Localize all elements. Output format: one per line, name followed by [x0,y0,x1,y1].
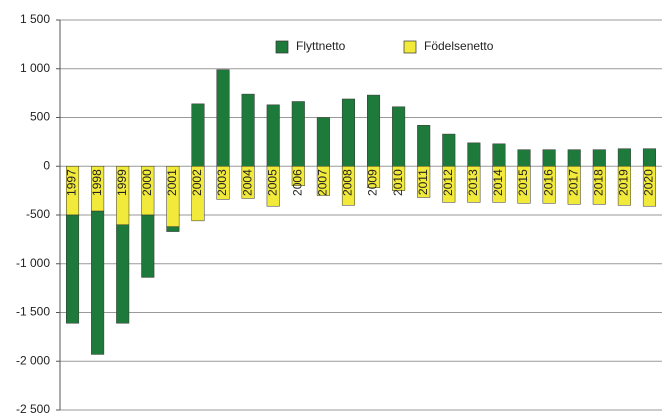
bar-segment [617,148,631,167]
y-tick-label: 500 [30,110,50,124]
bar-segment [191,166,205,222]
x-tick-label: 2020 [642,169,656,196]
bar-segment [442,133,456,167]
y-tick-label: -500 [26,207,50,221]
bar-segment [241,166,255,199]
y-tick-label: 1 500 [20,12,50,26]
x-tick-label: 2019 [617,169,631,196]
x-tick-label: 2003 [215,169,229,196]
bar-segment [517,166,531,204]
bar-segment [592,149,606,167]
bar-segment [567,149,581,167]
bar-segment [191,103,205,167]
bar-segment [241,93,255,167]
x-tick-label: 2002 [190,169,204,196]
bar-segment [166,226,180,232]
bar-segment [367,94,381,167]
bar-segment [417,125,431,167]
x-tick-label: 2000 [140,169,154,196]
bar-segment [392,106,406,167]
bar-segment [567,166,581,205]
bar-segment [467,166,481,203]
bar-segment [66,214,80,324]
y-tick-label: 1 000 [20,61,50,75]
bar-segment [417,166,431,198]
bar-segment [266,166,280,207]
bar-segment [341,98,355,167]
x-tick-label: 1998 [90,169,104,196]
x-tick-label: 2013 [466,169,480,196]
bar-segment [341,166,355,206]
x-tick-label: 2018 [591,169,605,196]
bar-segment [492,166,506,203]
x-tick-label: 2004 [240,169,254,196]
bar-segment [216,166,230,200]
legend-label: Födelsenetto [424,39,494,53]
bar-segment [617,166,631,206]
x-tick-label: 2011 [416,169,430,195]
bar-segment [91,210,105,355]
legend-label: Flyttnetto [296,39,346,53]
x-tick-label: 2014 [491,169,505,196]
bar-segment [492,143,506,167]
bar-segment [266,104,280,167]
x-tick-label: 2001 [165,169,179,196]
y-tick-label: -2 000 [16,353,50,367]
bar-segment [141,214,155,278]
x-tick-label: 2017 [566,169,580,196]
bar-segment [392,166,406,191]
bar-segment [316,117,330,167]
bar-segment [291,166,305,186]
x-tick-label: 2008 [341,169,355,196]
bar-segment [116,224,130,324]
x-tick-label: 2015 [516,169,530,196]
bar-segment [517,149,531,167]
legend-swatch [403,40,417,54]
legend-swatch [275,40,289,54]
bar-segment [367,166,381,188]
bar-segment [642,148,656,167]
x-tick-label: 1999 [115,169,129,196]
bar-segment [542,149,556,167]
bar-segment [216,69,230,167]
y-tick-label: -1 500 [16,305,50,319]
bar-segment [316,166,330,196]
bar-segment [442,166,456,203]
x-tick-label: 2012 [441,169,455,196]
x-tick-label: 1997 [65,169,79,196]
bar-segment [467,142,481,167]
x-tick-label: 2009 [366,169,380,196]
y-tick-label: -1 000 [16,256,50,270]
bar-segment [592,166,606,205]
x-tick-label: 2007 [316,169,330,196]
x-tick-label: 2016 [541,169,555,196]
y-tick-label: 0 [43,158,50,172]
x-tick-label: 2006 [290,169,304,196]
bar-segment [542,166,556,204]
bar-segment [642,166,656,207]
x-tick-label: 2005 [265,169,279,196]
bar-segment [291,101,305,167]
y-tick-label: -2 500 [16,402,50,416]
x-tick-label: 2010 [391,169,405,196]
